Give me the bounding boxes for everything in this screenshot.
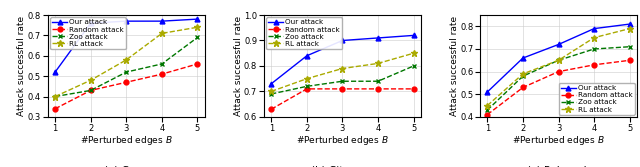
Zoo attack — [339, 80, 346, 82]
Zoo attack — [590, 48, 598, 50]
RL attack — [590, 37, 598, 39]
RL attack — [87, 79, 95, 81]
Line: RL attack: RL attack — [484, 26, 633, 109]
Our attack — [194, 18, 202, 20]
Our attack — [555, 43, 563, 45]
Our attack — [590, 28, 598, 30]
Y-axis label: Attack successful rate: Attack successful rate — [450, 16, 459, 116]
Zoo attack — [158, 63, 166, 65]
Random attack — [122, 81, 130, 83]
RL attack — [483, 105, 491, 107]
RL attack — [519, 73, 527, 75]
Text: (c) Pubmed.: (c) Pubmed. — [527, 166, 590, 167]
Line: RL attack: RL attack — [52, 24, 200, 100]
RL attack — [303, 78, 310, 80]
Random attack — [303, 88, 310, 90]
X-axis label: #Perturbed edges $B$: #Perturbed edges $B$ — [512, 134, 605, 147]
Our attack — [483, 91, 491, 93]
RL attack — [626, 28, 634, 30]
Random attack — [194, 63, 202, 65]
Our attack — [339, 39, 346, 41]
Zoo attack — [374, 80, 382, 82]
Our attack — [374, 37, 382, 39]
Line: Zoo attack: Zoo attack — [52, 35, 200, 99]
RL attack — [555, 59, 563, 61]
Our attack — [410, 34, 417, 36]
Line: Zoo attack: Zoo attack — [485, 44, 632, 113]
Line: Random attack: Random attack — [269, 87, 416, 112]
Legend: Our attack, Random attack, Zoo attack, RL attack: Our attack, Random attack, Zoo attack, R… — [50, 17, 126, 49]
Random attack — [339, 88, 346, 90]
Random attack — [555, 71, 563, 73]
X-axis label: #Perturbed edges $B$: #Perturbed edges $B$ — [296, 134, 388, 147]
Our attack — [519, 57, 527, 59]
Zoo attack — [303, 85, 310, 87]
Random attack — [87, 89, 95, 91]
Random attack — [626, 59, 634, 61]
Random attack — [268, 108, 275, 110]
Zoo attack — [519, 75, 527, 77]
Our attack — [51, 71, 59, 73]
Zoo attack — [122, 71, 130, 73]
Line: RL attack: RL attack — [268, 50, 417, 95]
Text: (a) Cora.: (a) Cora. — [104, 166, 149, 167]
RL attack — [410, 52, 417, 54]
Line: Our attack: Our attack — [485, 22, 632, 94]
Our attack — [303, 55, 310, 57]
Random attack — [410, 88, 417, 90]
Zoo attack — [626, 46, 634, 48]
Our attack — [87, 22, 95, 24]
X-axis label: #Perturbed edges $B$: #Perturbed edges $B$ — [80, 134, 173, 147]
Line: Our attack: Our attack — [269, 33, 416, 86]
Line: Zoo attack: Zoo attack — [269, 63, 416, 96]
Random attack — [51, 108, 59, 110]
RL attack — [194, 26, 202, 28]
Random attack — [374, 88, 382, 90]
RL attack — [339, 67, 346, 69]
Our attack — [122, 20, 130, 22]
RL attack — [158, 32, 166, 34]
RL attack — [268, 91, 275, 93]
Our attack — [268, 83, 275, 85]
Line: Our attack: Our attack — [52, 17, 200, 74]
Legend: Our attack, Random attack, Zoo attack, RL attack: Our attack, Random attack, Zoo attack, R… — [266, 17, 342, 49]
Zoo attack — [410, 65, 417, 67]
Random attack — [483, 114, 491, 116]
Zoo attack — [483, 109, 491, 111]
RL attack — [374, 62, 382, 64]
Y-axis label: Attack successful rate: Attack successful rate — [17, 16, 26, 116]
Zoo attack — [87, 89, 95, 91]
Our attack — [626, 23, 634, 25]
Random attack — [158, 73, 166, 75]
Random attack — [590, 64, 598, 66]
Y-axis label: Attack successful rate: Attack successful rate — [234, 16, 243, 116]
Line: Random attack: Random attack — [52, 61, 200, 111]
RL attack — [122, 59, 130, 61]
Zoo attack — [51, 96, 59, 98]
Zoo attack — [194, 36, 202, 38]
Legend: Our attack, Random attack, Zoo attack, RL attack: Our attack, Random attack, Zoo attack, R… — [559, 83, 635, 115]
Line: Random attack: Random attack — [485, 58, 632, 117]
Zoo attack — [268, 93, 275, 95]
Random attack — [519, 87, 527, 89]
Our attack — [158, 20, 166, 22]
Zoo attack — [555, 59, 563, 61]
RL attack — [51, 96, 59, 98]
Text: (b) Citeseer.: (b) Citeseer. — [310, 166, 374, 167]
